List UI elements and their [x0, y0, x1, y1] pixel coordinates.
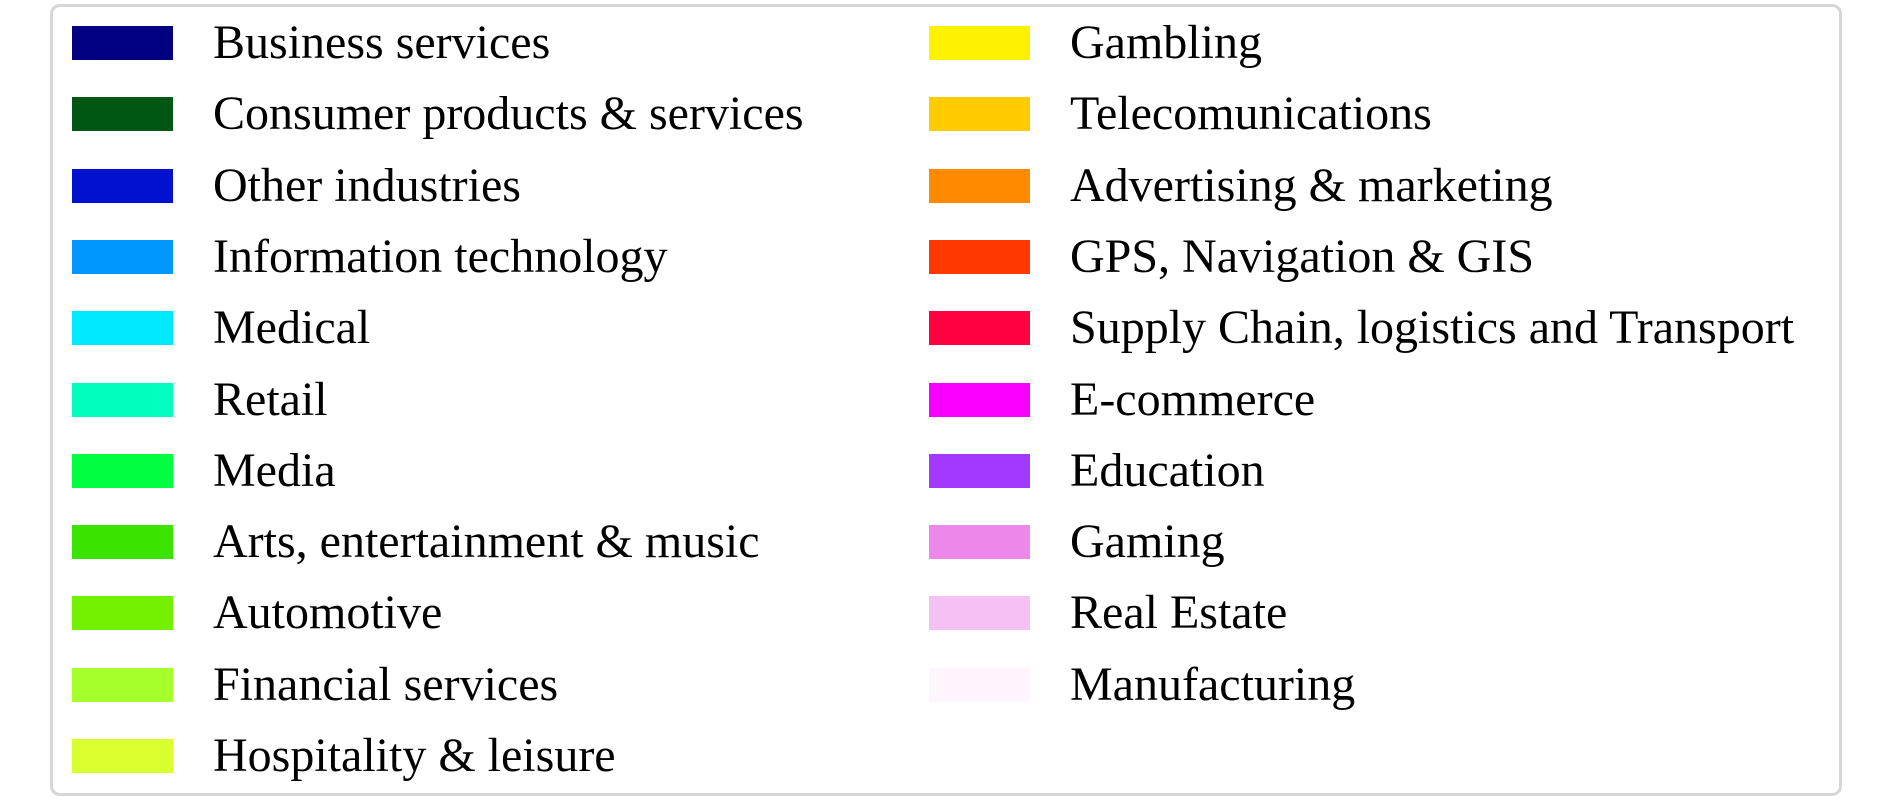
legend-swatch: [72, 311, 173, 346]
legend-entry: Media: [53, 435, 983, 506]
legend-entry: Medical: [53, 292, 983, 363]
legend-swatch: [929, 26, 1030, 60]
legend-entry: Education: [910, 435, 1840, 506]
legend-swatch: [72, 596, 173, 631]
legend-entry: Financial services: [53, 649, 983, 720]
legend-swatch: [929, 168, 1030, 203]
legend-label: Information technology: [213, 229, 668, 283]
legend-entry: Gaming: [910, 506, 1840, 577]
legend-swatch: [72, 667, 173, 702]
legend-entry: Gambling: [910, 7, 1840, 78]
legend-swatch: [72, 525, 173, 560]
legend-swatch: [72, 453, 173, 488]
legend-label: Financial services: [213, 657, 559, 711]
legend-entry: Automotive: [53, 577, 983, 648]
legend-label: Consumer products & services: [213, 87, 804, 141]
legend-entry: Consumer products & services: [53, 78, 983, 149]
legend-label: Advertising & marketing: [1070, 158, 1553, 212]
legend-swatch: [929, 311, 1030, 346]
legend-label: Retail: [213, 372, 328, 426]
legend-swatch: [929, 453, 1030, 488]
legend-entry: Other industries: [53, 150, 983, 221]
legend-entry: Retail: [53, 364, 983, 435]
legend-entry: Telecomunications: [910, 78, 1840, 149]
legend-entry: Hospitality & leisure: [53, 720, 983, 791]
legend-label: Gambling: [1070, 16, 1262, 69]
legend-label: Media: [213, 443, 336, 497]
legend-swatch: [72, 739, 173, 773]
legend-label: Business services: [213, 16, 551, 69]
legend-label: E-commerce: [1070, 372, 1316, 426]
legend-swatch: [72, 239, 173, 274]
legend-entry: GPS, Navigation & GIS: [910, 221, 1840, 292]
legend-swatch: [929, 525, 1030, 560]
legend-entry: Real Estate: [910, 577, 1840, 648]
legend-entry: Advertising & marketing: [910, 150, 1840, 221]
legend-label: Telecomunications: [1070, 87, 1432, 141]
legend-swatch: [72, 382, 173, 417]
legend-label: Manufacturing: [1070, 657, 1356, 711]
legend-entry: Business services: [53, 7, 983, 78]
legend-label: Education: [1070, 443, 1265, 497]
legend-swatch: [929, 97, 1030, 132]
legend-swatch: [929, 382, 1030, 417]
legend-entry: Supply Chain, logistics and Transport: [910, 292, 1840, 363]
legend-entry: Information technology: [53, 221, 983, 292]
legend-label: GPS, Navigation & GIS: [1070, 229, 1535, 283]
legend-swatch: [929, 239, 1030, 274]
legend-label: Automotive: [213, 586, 443, 640]
legend-swatch: [929, 667, 1030, 702]
legend-label: Real Estate: [1070, 586, 1288, 640]
legend-label: Arts, entertainment & music: [213, 515, 760, 569]
legend-entry: Arts, entertainment & music: [53, 506, 983, 577]
legend-label: Gaming: [1070, 515, 1225, 569]
legend-swatch: [929, 596, 1030, 631]
legend-label: Medical: [213, 301, 371, 355]
legend-swatch: [72, 97, 173, 132]
legend-label: Hospitality & leisure: [213, 729, 616, 782]
legend: Business services Consumer products & ser…: [50, 4, 1842, 796]
legend-entry: Manufacturing: [910, 649, 1840, 720]
legend-label: Supply Chain, logistics and Transport: [1070, 301, 1795, 355]
legend-swatch: [72, 168, 173, 203]
legend-swatch: [72, 26, 173, 60]
legend-label: Other industries: [213, 158, 521, 212]
legend-entry: E-commerce: [910, 364, 1840, 435]
